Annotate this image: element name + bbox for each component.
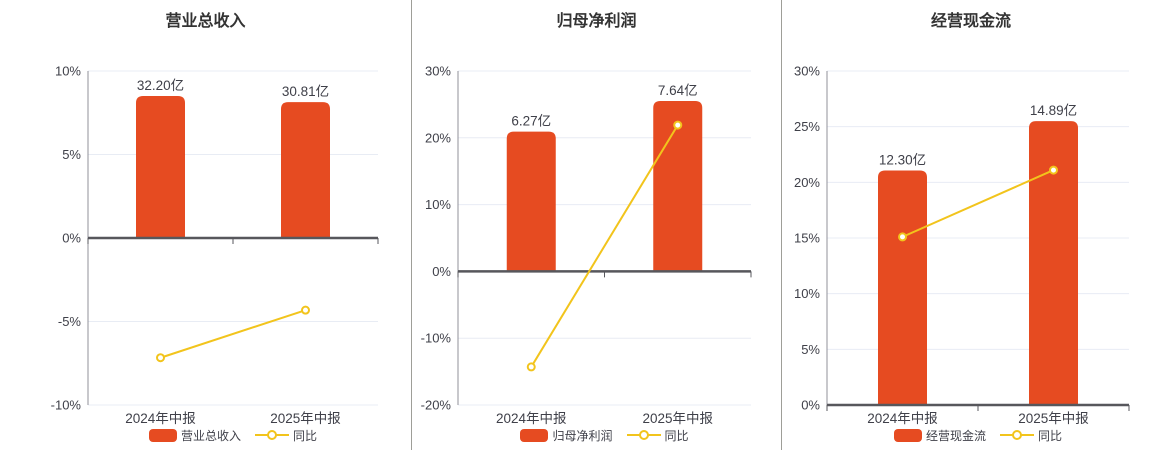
bar-value-label: 6.27亿 <box>511 114 551 129</box>
y-axis-label: 25% <box>794 119 820 134</box>
panel-operating-cash-flow: 经营现金流 30% 25% 20% 15% 10% 5% 0% 12.30亿 14.89亿 202… <box>781 0 1160 450</box>
line-series-legend-label: 同比 <box>664 428 689 443</box>
x-axis-label: 2025年中报 <box>270 411 341 426</box>
bar-series-legend-label: 归母净利润 <box>552 428 613 443</box>
yoy-marker[interactable] <box>156 353 165 363</box>
line-series-swatch-icon <box>1000 429 1034 442</box>
cash-flow-chart-canvas: 30% 25% 20% 15% 10% 5% 0% 12.30亿 14.89亿 2024年中报 20… <box>794 64 1130 426</box>
line-series-legend-label: 同比 <box>1038 428 1063 443</box>
x-axis-label: 2024年中报 <box>125 411 196 426</box>
y-axis-label: -10% <box>51 398 82 413</box>
yoy-marker[interactable] <box>1049 165 1058 175</box>
y-axis-label: 20% <box>794 175 820 190</box>
y-axis-label: 0% <box>62 231 81 246</box>
y-axis-label: 30% <box>794 64 820 79</box>
legend-item-bar-series[interactable]: 经营现金流 <box>893 427 986 444</box>
y-axis-label: 0% <box>432 264 451 279</box>
y-axis-label: 30% <box>425 64 451 79</box>
bar-series-swatch-icon <box>893 428 922 442</box>
chart-title-cash-flow: 经营现金流 <box>930 13 1011 30</box>
bar-series-legend-label: 经营现金流 <box>925 428 986 443</box>
bar-2024年中报[interactable] <box>136 96 185 238</box>
legend-item-line-series[interactable]: 同比 <box>626 427 689 444</box>
bar-2024年中报[interactable] <box>878 170 927 405</box>
chart-title-revenue: 营业总收入 <box>165 13 246 30</box>
x-axis-label: 2025年中报 <box>642 411 713 426</box>
legend-item-bar-series[interactable]: 营业总收入 <box>148 427 241 444</box>
yoy-marker[interactable] <box>898 232 907 242</box>
yoy-marker[interactable] <box>526 362 536 372</box>
y-axis-label: 5% <box>801 342 820 357</box>
bar-value-label: 30.81亿 <box>282 84 329 99</box>
chart-legend: 经营现金流 同比 <box>827 427 1129 443</box>
y-axis-label: 20% <box>425 130 451 145</box>
bar-value-label: 32.20亿 <box>137 78 184 93</box>
yoy-line[interactable] <box>902 169 1054 238</box>
y-axis-label: 15% <box>794 231 820 246</box>
y-axis-label: 10% <box>55 64 81 79</box>
x-axis-label: 2024年中报 <box>496 411 567 426</box>
chart-title-net-profit: 归母净利润 <box>556 13 637 30</box>
revenue-chart-canvas: 10% 5% 0% -5% -10% 32.20亿 30.81亿 2024年中报 2025年中报 <box>51 64 379 426</box>
panel-revenue: 营业总收入 10% 5% 0% -5% -10% 32.20亿 30.81亿 2024年中报 2… <box>0 0 411 450</box>
line-series-swatch-icon <box>626 429 661 442</box>
y-axis-label: 10% <box>794 286 820 301</box>
yoy-line[interactable] <box>530 124 679 368</box>
y-axis-label: -20% <box>421 398 452 413</box>
x-axis-label: 2025年中报 <box>1018 411 1089 426</box>
bar-series-swatch-icon <box>520 428 549 442</box>
marker-ring-icon <box>1012 430 1022 440</box>
bar-value-label: 12.30亿 <box>879 152 926 167</box>
y-axis-label: 0% <box>801 398 820 413</box>
panel-net-profit: 归母净利润 30% 20% 10% 0% -10% -20% 6.27亿 7.64亿 2024年… <box>411 0 781 450</box>
bar-series-legend-label: 营业总收入 <box>180 428 241 443</box>
bar-2024年中报[interactable] <box>506 131 556 272</box>
bar-value-label: 14.89亿 <box>1030 103 1077 118</box>
chart-legend: 营业总收入 同比 <box>88 427 378 443</box>
legend-item-line-series[interactable]: 同比 <box>1000 427 1062 444</box>
y-axis-label: -10% <box>421 331 452 346</box>
line-series-legend-label: 同比 <box>293 428 318 443</box>
y-axis-label: 10% <box>425 197 451 212</box>
x-axis-label: 2024年中报 <box>867 411 938 426</box>
marker-ring-icon <box>267 430 277 440</box>
net-profit-chart-canvas: 30% 20% 10% 0% -10% -20% 6.27亿 7.64亿 2024年中报 2025… <box>421 64 752 426</box>
bar-value-label: 7.64亿 <box>658 83 698 98</box>
y-axis-label: -5% <box>58 314 82 329</box>
marker-ring-icon <box>638 430 649 440</box>
yoy-marker[interactable] <box>673 120 683 130</box>
yoy-marker[interactable] <box>301 305 310 315</box>
yoy-line[interactable] <box>160 309 306 359</box>
legend-item-bar-series[interactable]: 归母净利润 <box>520 427 613 444</box>
legend-item-line-series[interactable]: 同比 <box>255 427 317 444</box>
line-series-swatch-icon <box>255 429 289 442</box>
y-axis-label: 5% <box>62 147 81 162</box>
bar-series-swatch-icon <box>148 428 177 442</box>
chart-legend: 归母净利润 同比 <box>458 427 751 443</box>
bar-2025年中报[interactable] <box>1029 121 1078 405</box>
bar-2025年中报[interactable] <box>281 102 330 238</box>
